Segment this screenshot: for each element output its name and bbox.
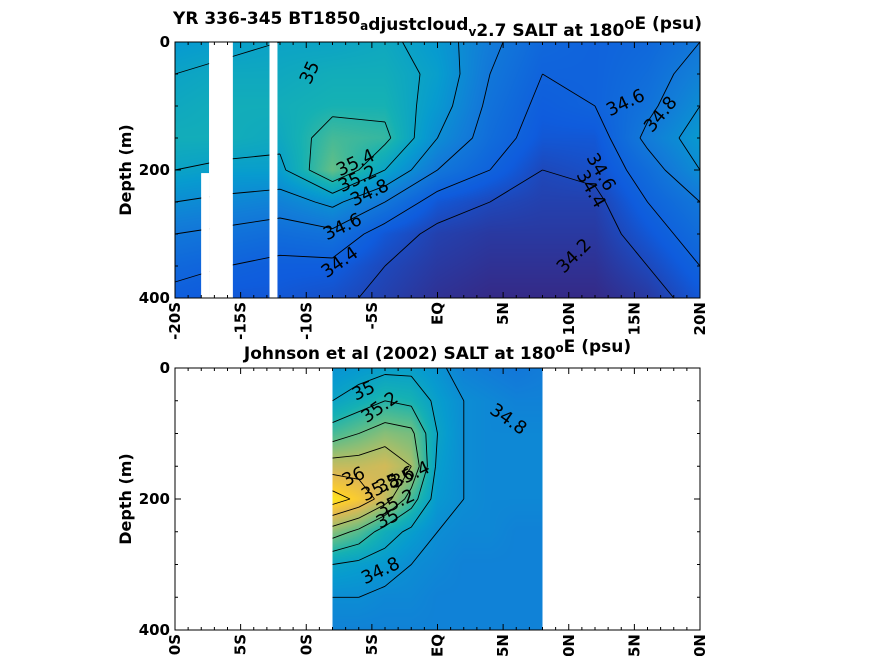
contour-line-35-4 — [332, 422, 420, 539]
contour-line-35-6 — [332, 446, 412, 527]
y-tick-label: 400 — [139, 621, 170, 639]
x-tick-label: 20N — [691, 634, 709, 656]
title-part: E (psu) — [564, 337, 631, 357]
contour-line-34-8 — [332, 367, 465, 598]
title-part: v — [468, 25, 476, 39]
y-tick-label: 0 — [160, 359, 170, 377]
x-ticks — [174, 368, 701, 630]
y-axis-label: Depth (m) — [116, 124, 135, 216]
title-part: a — [360, 19, 368, 33]
x-tick-label: -10S — [297, 302, 315, 340]
title-part: o — [555, 341, 563, 355]
x-tick-label: -20S — [166, 634, 184, 656]
x-tick-label: 15N — [625, 634, 643, 656]
contour-line-35 — [332, 374, 438, 565]
x-tick-label: EQ — [429, 634, 447, 656]
y-tick-label: 200 — [139, 161, 170, 179]
contour-line-34-2 — [358, 169, 675, 299]
x-tick-label: 10N — [560, 302, 578, 335]
contour-line-35-2 — [332, 400, 428, 552]
x-tick-label: -5S — [363, 302, 381, 329]
x-tick-label: -20S — [166, 302, 184, 340]
contour-line-35 — [174, 41, 421, 194]
y-ticks — [175, 41, 700, 299]
title-part: 2.7 SALT at 180 — [476, 21, 624, 41]
contour-line-36 — [332, 490, 351, 505]
salinity-heatmap — [332, 368, 543, 630]
title-part: Johnson et al (2002) SALT at 180 — [243, 344, 556, 364]
y-tick-label: 400 — [139, 289, 170, 307]
chart-panel-1: 3535.435.234.834.634.434.634.834.634.434… — [116, 9, 709, 340]
title-part: E (psu) — [635, 14, 702, 34]
x-tick-label: -15S — [232, 634, 250, 656]
x-tick-label: EQ — [429, 302, 447, 325]
contour-line-35-2 — [308, 116, 392, 183]
y-ticks — [175, 367, 700, 631]
contour-lines — [332, 367, 465, 598]
title-part: O — [624, 18, 634, 32]
contour-lines — [174, 41, 701, 299]
title-part: djustcloud — [368, 15, 468, 35]
x-tick-label: 5N — [494, 302, 512, 325]
x-ticks — [174, 42, 701, 298]
chart-title: YR 336-345 BT1850adjustcloudv2.7 SALT at… — [172, 9, 702, 41]
x-tick-label: 5N — [494, 634, 512, 656]
contour-line-35-8 — [332, 473, 375, 516]
x-tick-label: 15N — [625, 302, 643, 335]
x-tick-label: 20N — [691, 302, 709, 335]
x-tick-label: -15S — [232, 302, 250, 340]
missing-data-column — [201, 173, 210, 298]
x-tick-label: -10S — [297, 634, 315, 656]
y-tick-label: 0 — [160, 33, 170, 51]
missing-data-column — [269, 42, 278, 298]
y-axis-label: Depth (m) — [116, 453, 135, 545]
missing-data-column — [209, 42, 233, 298]
x-tick-label: 10N — [560, 634, 578, 656]
x-tick-label: -5S — [363, 634, 381, 656]
y-tick-label: 200 — [139, 490, 170, 508]
chart-title: Johnson et al (2002) SALT at 180oE (psu) — [243, 337, 631, 364]
title-part: YR 336-345 BT1850 — [172, 9, 360, 29]
